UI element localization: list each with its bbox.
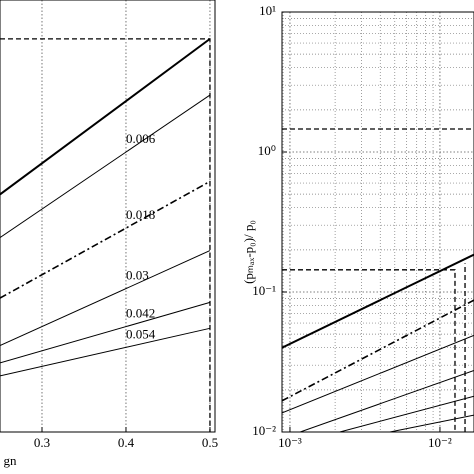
y-tick-label: 10⁻¹ — [252, 283, 276, 298]
y-tick-label: 10⁻² — [252, 423, 276, 438]
x-axis-label: gn — [4, 453, 18, 468]
series-line — [282, 334, 474, 414]
x-tick-label: 10⁻² — [428, 435, 452, 450]
series-line — [300, 370, 474, 432]
line-label: 0.018 — [126, 207, 155, 222]
plot-area — [282, 12, 474, 432]
line-label: 0.054 — [126, 326, 156, 341]
x-tick-label: 0.3 — [34, 435, 50, 450]
series-line — [282, 253, 474, 349]
series-line — [0, 250, 211, 347]
series-line — [0, 301, 211, 364]
plot-area — [0, 0, 211, 432]
y-axis-label: (pₘₐₓ-p₀)/ p₀ — [241, 220, 256, 284]
y-tick-label: 10⁰ — [258, 143, 276, 158]
plot-frame — [281, 11, 474, 433]
plot-frame — [0, 0, 216, 433]
x-tick-label: 10⁻³ — [278, 435, 302, 450]
series-line — [282, 299, 474, 402]
line-label: 0.03 — [126, 268, 149, 283]
line-label: 0.006 — [126, 131, 156, 146]
series-line — [339, 395, 474, 432]
series-line — [0, 94, 211, 239]
series-line — [389, 414, 474, 432]
series-line — [0, 38, 211, 432]
x-tick-label: 0.4 — [118, 435, 135, 450]
line-label: 0.042 — [126, 306, 155, 321]
x-tick-label: 0.5 — [202, 435, 218, 450]
series-line — [0, 180, 211, 299]
y-tick-label: 10¹ — [259, 3, 276, 18]
series-line — [0, 38, 211, 196]
series-line — [282, 269, 456, 432]
series-line — [0, 327, 211, 377]
